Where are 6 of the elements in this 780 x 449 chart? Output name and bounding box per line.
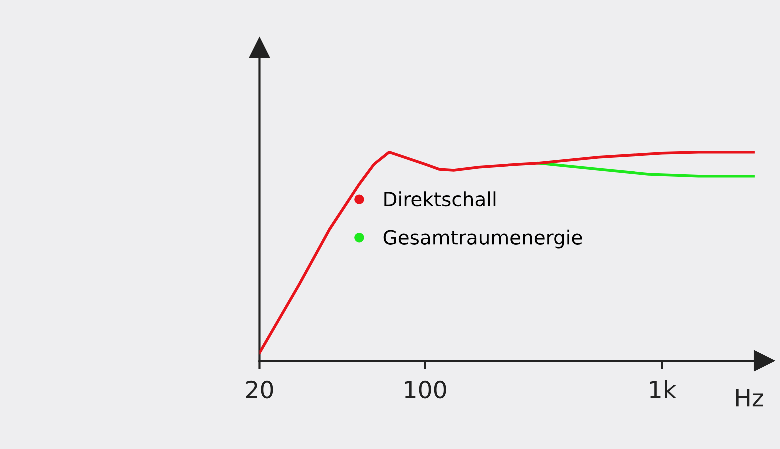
x-tick-label: 20 [246,380,274,399]
legend-label: Gesamtraumenergie [384,230,582,249]
x-tick-label: 100 [405,380,446,399]
legend-label: Direktschall [384,192,496,207]
x-axis-title: Hz [736,389,764,407]
x-tick-label: 1k [650,380,676,398]
